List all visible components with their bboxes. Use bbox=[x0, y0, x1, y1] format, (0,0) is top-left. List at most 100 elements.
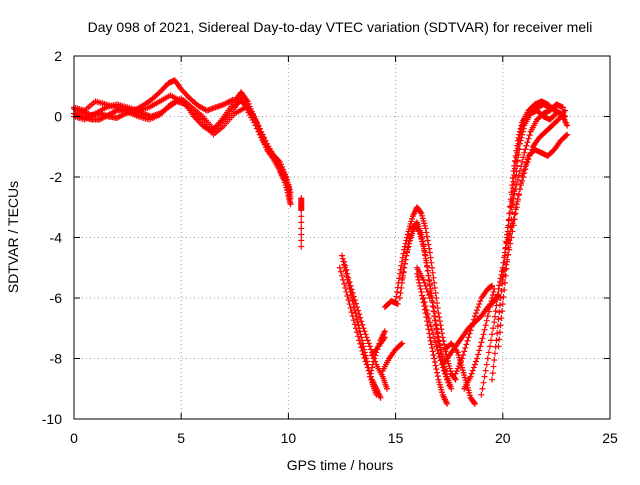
y-tick-label: -4 bbox=[50, 230, 63, 246]
data-point bbox=[298, 213, 305, 220]
data-point bbox=[433, 343, 440, 350]
data-point bbox=[433, 322, 440, 329]
data-point bbox=[363, 361, 370, 368]
data-point bbox=[520, 154, 527, 161]
data-point bbox=[508, 224, 515, 231]
data-point bbox=[528, 146, 535, 153]
data-point bbox=[356, 337, 363, 344]
data-point bbox=[496, 329, 503, 336]
data-point bbox=[426, 319, 433, 326]
data-point bbox=[499, 301, 506, 308]
data-point bbox=[366, 373, 373, 380]
data-point bbox=[377, 394, 384, 401]
data-point bbox=[506, 210, 513, 217]
data-point bbox=[564, 122, 571, 129]
data-point bbox=[394, 301, 401, 308]
data-point bbox=[298, 225, 305, 232]
data-point bbox=[341, 280, 348, 287]
data-point bbox=[461, 348, 468, 355]
data-point bbox=[503, 261, 510, 268]
data-point bbox=[486, 304, 493, 311]
data-point bbox=[381, 328, 388, 335]
data-point bbox=[344, 292, 351, 299]
data-point bbox=[477, 343, 484, 350]
data-point bbox=[483, 317, 490, 324]
data-point bbox=[491, 357, 498, 364]
data-point bbox=[525, 135, 532, 142]
data-point bbox=[489, 295, 496, 301]
data-point bbox=[403, 252, 410, 259]
data-point bbox=[491, 313, 498, 320]
data-point bbox=[430, 304, 437, 311]
data-point bbox=[399, 340, 406, 347]
data-point bbox=[298, 219, 305, 226]
data-point bbox=[476, 301, 483, 308]
data-point bbox=[471, 400, 478, 407]
x-tick-label: 5 bbox=[177, 430, 185, 446]
data-point bbox=[359, 347, 366, 354]
data-point bbox=[431, 284, 438, 291]
data-point bbox=[415, 227, 422, 234]
data-point bbox=[342, 284, 349, 291]
data-point bbox=[497, 295, 504, 301]
data-point bbox=[504, 240, 511, 247]
data-point bbox=[253, 125, 260, 132]
data-point bbox=[514, 157, 521, 164]
data-point bbox=[255, 128, 262, 135]
data-point bbox=[416, 282, 423, 289]
data-point bbox=[493, 337, 500, 344]
y-tick-label: 0 bbox=[54, 109, 62, 125]
data-point bbox=[432, 339, 439, 346]
data-point bbox=[422, 255, 429, 262]
data-point bbox=[358, 334, 365, 341]
data-point bbox=[362, 358, 369, 365]
data-point bbox=[514, 196, 521, 203]
data-point bbox=[430, 351, 437, 358]
data-point bbox=[516, 167, 523, 174]
data-point bbox=[495, 343, 502, 350]
data-point bbox=[559, 104, 566, 111]
data-point bbox=[485, 308, 492, 315]
data-point bbox=[521, 169, 528, 176]
data-point bbox=[501, 266, 508, 273]
data-point bbox=[357, 314, 364, 321]
data-point bbox=[506, 246, 513, 253]
data-point bbox=[471, 399, 478, 406]
data-point bbox=[427, 254, 434, 261]
data-point bbox=[340, 276, 347, 283]
data-point bbox=[399, 276, 406, 283]
data-point bbox=[343, 266, 350, 273]
data-point bbox=[519, 158, 526, 165]
data-point bbox=[486, 343, 493, 350]
y-tick-label: -10 bbox=[42, 411, 62, 427]
data-points bbox=[71, 77, 571, 407]
data-point bbox=[499, 276, 506, 283]
data-point bbox=[507, 196, 514, 203]
data-point bbox=[513, 181, 520, 188]
data-point bbox=[414, 273, 421, 280]
data-point bbox=[431, 313, 438, 320]
data-point bbox=[358, 318, 365, 325]
data-point bbox=[436, 314, 443, 321]
data-point bbox=[426, 334, 433, 341]
data-point bbox=[512, 152, 519, 159]
data-point bbox=[429, 348, 436, 355]
data-point bbox=[465, 334, 472, 341]
data-point bbox=[504, 256, 511, 263]
data-point bbox=[489, 331, 496, 338]
data-point bbox=[485, 349, 492, 356]
data-point bbox=[488, 298, 495, 305]
data-point bbox=[435, 334, 442, 341]
data-point bbox=[404, 246, 411, 253]
data-point bbox=[445, 379, 452, 386]
data-point bbox=[490, 325, 497, 332]
data-point bbox=[354, 316, 361, 323]
y-axis-label: SDTVAR / TECUs bbox=[5, 181, 21, 293]
data-point bbox=[424, 267, 431, 274]
data-point bbox=[518, 134, 525, 141]
data-point bbox=[350, 293, 357, 300]
data-point bbox=[401, 260, 408, 267]
data-point bbox=[444, 400, 451, 407]
data-point bbox=[468, 323, 475, 330]
